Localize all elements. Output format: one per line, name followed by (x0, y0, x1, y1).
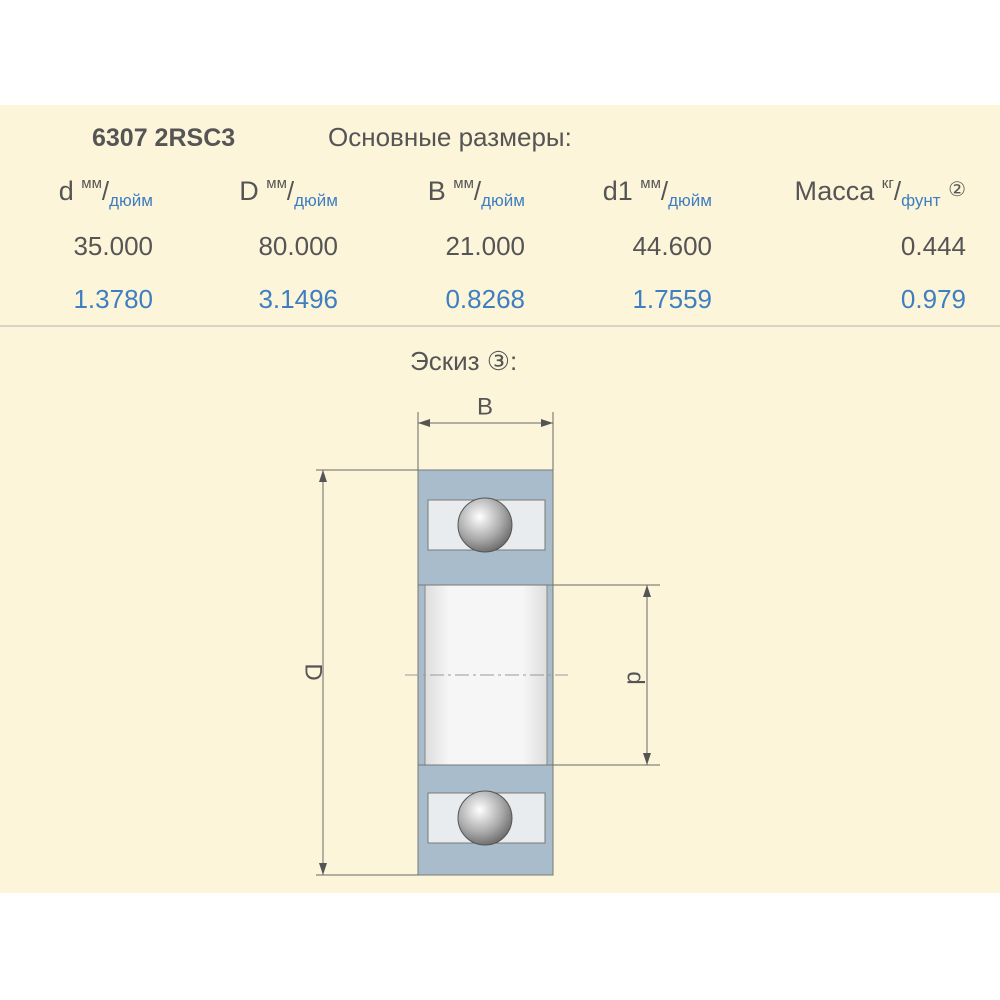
column-symbol: D (239, 176, 259, 206)
column-header: Масса кг/фунт ② (794, 175, 966, 211)
width-label: B (477, 393, 493, 420)
column-header: D мм/дюйм (239, 175, 338, 211)
column-note: ② (948, 179, 966, 201)
imperial-value: 0.979 (900, 284, 966, 314)
column-symbol: d1 (602, 176, 633, 206)
unit-imperial: дюйм (109, 191, 153, 210)
unit-metric: мм (453, 175, 474, 192)
column-header: d1 мм/дюйм (603, 175, 712, 211)
imperial-value: 1.7559 (632, 284, 712, 314)
unit-separator: / (893, 176, 902, 206)
unit-separator: / (473, 176, 482, 206)
metric-value: 21.000 (445, 231, 525, 261)
divider (0, 325, 1000, 327)
column-symbol: Масса (794, 176, 875, 206)
metric-value: 35.000 (73, 231, 153, 261)
metric-value: 0.444 (900, 231, 966, 261)
bore-label: d (622, 671, 649, 684)
dimension-lines (316, 412, 660, 876)
column-header: B мм/дюйм (428, 175, 525, 211)
imperial-value: 1.3780 (73, 284, 153, 314)
unit-separator: / (286, 176, 295, 206)
unit-separator: / (101, 176, 110, 206)
column-symbol: d (58, 176, 74, 206)
sketch-title: Эскиз ③: (410, 346, 518, 376)
unit-metric: мм (640, 175, 661, 192)
metric-value: 80.000 (258, 231, 338, 261)
imperial-value: 0.8268 (445, 284, 525, 314)
unit-imperial: дюйм (294, 191, 338, 210)
arrowheads (319, 419, 651, 875)
unit-metric: мм (81, 175, 102, 192)
unit-imperial: дюйм (481, 191, 525, 210)
column-symbol: B (427, 176, 446, 206)
imperial-value: 3.1496 (258, 284, 338, 314)
section-title: Основные размеры: (328, 122, 572, 152)
unit-imperial: дюйм (668, 191, 712, 210)
column-header: d мм/дюйм (59, 175, 153, 211)
bearing (405, 469, 568, 876)
outer-label: D (300, 663, 327, 680)
unit-imperial: фунт (901, 191, 941, 210)
unit-metric: мм (266, 175, 287, 192)
part-number: 6307 2RSC3 (92, 124, 236, 152)
unit-separator: / (660, 176, 669, 206)
metric-value: 44.600 (632, 231, 712, 261)
unit-metric: кг (881, 175, 894, 192)
